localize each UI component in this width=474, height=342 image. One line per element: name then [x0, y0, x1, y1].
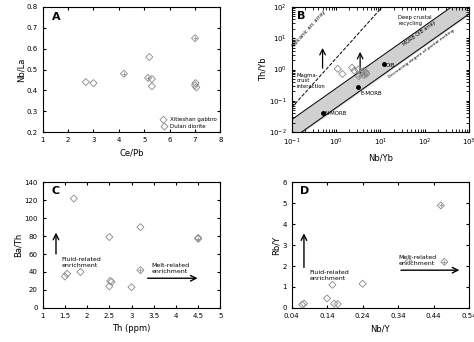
Point	[194, 236, 202, 241]
Point	[405, 259, 412, 264]
Text: D: D	[301, 186, 310, 196]
Text: Melt-related
enrichment: Melt-related enrichment	[398, 255, 436, 266]
Point	[360, 68, 367, 74]
Point	[194, 236, 202, 241]
Point	[192, 84, 200, 90]
Point	[355, 73, 363, 79]
Point	[137, 267, 144, 273]
Text: Deep crustal
recycling: Deep crustal recycling	[398, 15, 432, 26]
Text: E-MORB: E-MORB	[360, 91, 382, 96]
Text: Melt-related
enrichment: Melt-related enrichment	[152, 263, 190, 274]
Point	[191, 82, 199, 88]
Text: C: C	[52, 186, 60, 196]
Point	[108, 279, 115, 285]
Point	[351, 68, 358, 74]
Point	[363, 71, 370, 77]
Point	[77, 269, 84, 275]
Y-axis label: Ba/Th: Ba/Th	[14, 233, 23, 257]
Point	[144, 75, 152, 81]
Point	[440, 259, 448, 265]
Point	[355, 67, 362, 72]
Point	[355, 73, 363, 79]
Y-axis label: Rb/Y: Rb/Y	[272, 236, 281, 255]
X-axis label: Nb/Y: Nb/Y	[371, 324, 390, 333]
X-axis label: Nb/Yb: Nb/Yb	[368, 154, 393, 163]
Point	[128, 285, 136, 290]
Point	[437, 203, 445, 208]
Text: Fluid-related
enrichment: Fluid-related enrichment	[61, 257, 101, 267]
Point	[298, 302, 306, 307]
Point	[146, 54, 153, 60]
Point	[82, 79, 90, 85]
X-axis label: Th (ppm): Th (ppm)	[112, 324, 151, 333]
Point	[106, 278, 114, 284]
Text: Decreasing degree of partial melting: Decreasing degree of partial melting	[388, 29, 456, 79]
Point	[106, 284, 113, 289]
Point	[405, 259, 412, 264]
Point	[348, 65, 356, 70]
Point	[191, 36, 199, 41]
Text: MORB OIB array: MORB OIB array	[401, 20, 437, 47]
Point	[137, 267, 144, 273]
Point	[338, 71, 346, 77]
Text: A: A	[52, 12, 60, 22]
Point	[191, 80, 199, 86]
Text: N-MORB: N-MORB	[324, 111, 347, 116]
Point	[64, 271, 71, 276]
Text: OIB: OIB	[385, 64, 395, 68]
Point	[90, 80, 97, 86]
Point	[360, 72, 368, 78]
Point	[363, 71, 370, 77]
Point	[137, 224, 144, 230]
X-axis label: Ce/Pb: Ce/Pb	[119, 149, 144, 158]
Point	[70, 196, 78, 201]
Point	[191, 36, 199, 41]
Point	[144, 75, 152, 81]
Point	[358, 69, 365, 75]
Point	[148, 83, 155, 89]
Legend: Xitieshan gabbro, Dulan diorite: Xitieshan gabbro, Dulan diorite	[157, 117, 218, 130]
Point	[359, 281, 366, 287]
Point	[330, 301, 338, 306]
Point	[120, 71, 128, 77]
Point	[106, 234, 113, 240]
Point	[360, 72, 368, 78]
Point	[194, 235, 202, 241]
Text: B: B	[297, 11, 305, 21]
Point	[334, 301, 341, 307]
Y-axis label: Th/Yb: Th/Yb	[258, 58, 267, 81]
Point	[323, 296, 331, 301]
Point	[328, 282, 336, 288]
Point	[437, 203, 445, 208]
Point	[300, 301, 308, 306]
Point	[61, 274, 69, 279]
Text: Fluid-related
enrichment: Fluid-related enrichment	[309, 270, 349, 281]
Point	[362, 69, 370, 75]
Y-axis label: Nb/La: Nb/La	[16, 57, 25, 82]
Point	[148, 76, 155, 82]
Text: Magma-
crust
interaction: Magma- crust interaction	[297, 73, 325, 89]
Point	[440, 259, 448, 265]
Point	[120, 71, 128, 77]
Point	[334, 66, 342, 71]
Text: Volcanic arc array: Volcanic arc array	[292, 9, 327, 48]
